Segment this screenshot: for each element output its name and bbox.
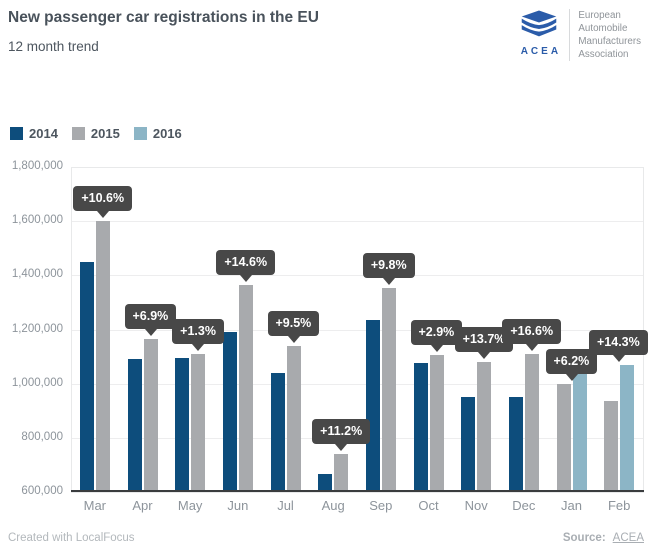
pct-change-tooltip: +2.9% <box>410 320 463 353</box>
pct-change-tooltip: +1.3% <box>172 318 224 351</box>
pct-change-tooltip: +9.8% <box>362 252 415 285</box>
legend-item-2014[interactable]: 2014 <box>10 126 58 141</box>
gridline <box>71 329 643 331</box>
source-label: Source: <box>562 532 606 544</box>
bar-Nov-2015[interactable] <box>477 362 492 491</box>
tooltip-pointer <box>478 352 491 359</box>
tooltip-pointer <box>335 444 348 452</box>
bar-Jul-2015[interactable] <box>286 345 301 491</box>
bar-Aug-2015[interactable] <box>334 454 349 491</box>
tooltip-pointer <box>239 274 252 282</box>
x-axis-label: Jul <box>277 498 294 513</box>
legend-swatch-2014 <box>10 127 23 140</box>
bar-Feb-2016[interactable] <box>620 364 635 491</box>
x-axis-label: Apr <box>132 498 153 513</box>
x-axis-label: Mar <box>83 498 107 513</box>
bar-Mar-2015[interactable] <box>95 221 110 491</box>
source: Source: ACEA <box>563 532 644 544</box>
bar-Jun-2015[interactable] <box>238 284 253 491</box>
legend-label: 2016 <box>152 126 182 141</box>
tooltip-pointer <box>144 328 157 336</box>
tooltip-pointer <box>192 343 205 351</box>
tooltip-pointer <box>525 343 538 351</box>
acea-logo-icon <box>522 10 557 37</box>
x-axis-label: Feb <box>607 498 631 513</box>
pct-change-tooltip: +10.6% <box>73 186 133 219</box>
bar-Sep-2015[interactable] <box>381 287 396 491</box>
y-axis-tick-label: 1,000,000 <box>11 376 63 389</box>
y-axis-tick-label: 1,800,000 <box>11 160 63 172</box>
tooltip-pointer <box>612 354 625 362</box>
bar-Jan-2016[interactable] <box>572 366 587 491</box>
bar-Jul-2014[interactable] <box>270 372 285 491</box>
x-axis-line <box>71 490 644 492</box>
acea-logo: ACEA European Automobile Manufacturers A… <box>517 8 641 61</box>
pct-change-tooltip: +14.3% <box>589 329 648 362</box>
y-axis-tick-label: 800,000 <box>21 430 63 443</box>
legend-swatch-2015 <box>71 127 85 140</box>
logo-divider <box>569 9 571 61</box>
bar-May-2015[interactable] <box>191 353 206 491</box>
bar-Jun-2014[interactable] <box>222 332 237 491</box>
tooltip-pointer <box>382 277 395 285</box>
legend-item-2016[interactable]: 2016 <box>133 126 182 141</box>
gridline <box>71 383 643 385</box>
bar-Sep-2014[interactable] <box>365 320 380 491</box>
bar-Feb-2015[interactable] <box>604 401 619 491</box>
bar-Dec-2014[interactable] <box>508 397 523 491</box>
y-axis-tick-label: 1,600,000 <box>11 214 63 227</box>
legend-item-2015[interactable]: 2015 <box>71 126 120 141</box>
x-axis-label: Oct <box>418 498 439 513</box>
tooltip-pointer <box>96 211 109 219</box>
bar-Oct-2015[interactable] <box>429 355 444 491</box>
x-axis-label: Jun <box>227 498 249 513</box>
bar-Jan-2015[interactable] <box>556 383 571 491</box>
org-line: Manufacturers <box>578 36 641 47</box>
source-acea-link[interactable]: ACEA <box>612 532 644 544</box>
x-axis-label: Sep <box>369 498 393 513</box>
y-axis-tick-label: 1,400,000 <box>11 268 63 281</box>
legend-label: 2014 <box>29 126 58 141</box>
org-line: Automobile <box>578 23 628 34</box>
tooltip-pointer <box>287 335 300 343</box>
pct-change-tooltip: +14.6% <box>216 249 276 282</box>
acea-logo-text: ACEA <box>520 46 562 57</box>
gridline <box>71 275 643 277</box>
tooltip-pointer <box>565 373 578 381</box>
bar-May-2014[interactable] <box>175 357 190 491</box>
gridline <box>71 221 643 223</box>
pct-change-tooltip: +6.9% <box>124 303 177 336</box>
bar-Oct-2014[interactable] <box>413 363 428 491</box>
acea-logo-brand-column: ACEA <box>517 8 561 57</box>
bar-Mar-2014[interactable] <box>79 261 94 491</box>
org-line: European <box>578 10 621 21</box>
pct-change-tooltip: +11.2% <box>312 419 371 452</box>
bar-Aug-2014[interactable] <box>318 474 333 491</box>
tooltip-pointer <box>430 345 443 353</box>
acea-org-name: European Automobile Manufacturers Associ… <box>578 8 641 61</box>
bar-Dec-2015[interactable] <box>524 353 539 491</box>
x-axis-label: May <box>177 498 203 513</box>
x-axis-label: Dec <box>512 498 536 513</box>
x-axis-label: Aug <box>321 498 345 513</box>
chart-legend: 2014 2015 2016 <box>10 126 196 141</box>
legend-label: 2015 <box>90 126 120 141</box>
bar-Apr-2014[interactable] <box>127 359 142 491</box>
chart-subtitle: 12 month trend <box>8 39 99 54</box>
pct-change-tooltip: +6.2% <box>545 348 598 381</box>
org-line: Association <box>578 49 629 60</box>
chart-title: New passenger car registrations in the E… <box>8 9 319 26</box>
localfocus-credit: Created with LocalFocus <box>8 532 135 544</box>
pct-change-tooltip: +9.5% <box>267 310 320 343</box>
legend-swatch-2016 <box>133 127 147 140</box>
x-axis-label: Jan <box>561 498 582 513</box>
x-axis-label: Nov <box>464 498 488 513</box>
bar-Apr-2015[interactable] <box>143 338 158 491</box>
pct-change-tooltip: +16.6% <box>502 318 562 351</box>
bar-Nov-2014[interactable] <box>461 397 476 491</box>
y-axis-tick-label: 1,200,000 <box>11 322 63 335</box>
y-axis-tick-label: 600,000 <box>21 485 63 497</box>
